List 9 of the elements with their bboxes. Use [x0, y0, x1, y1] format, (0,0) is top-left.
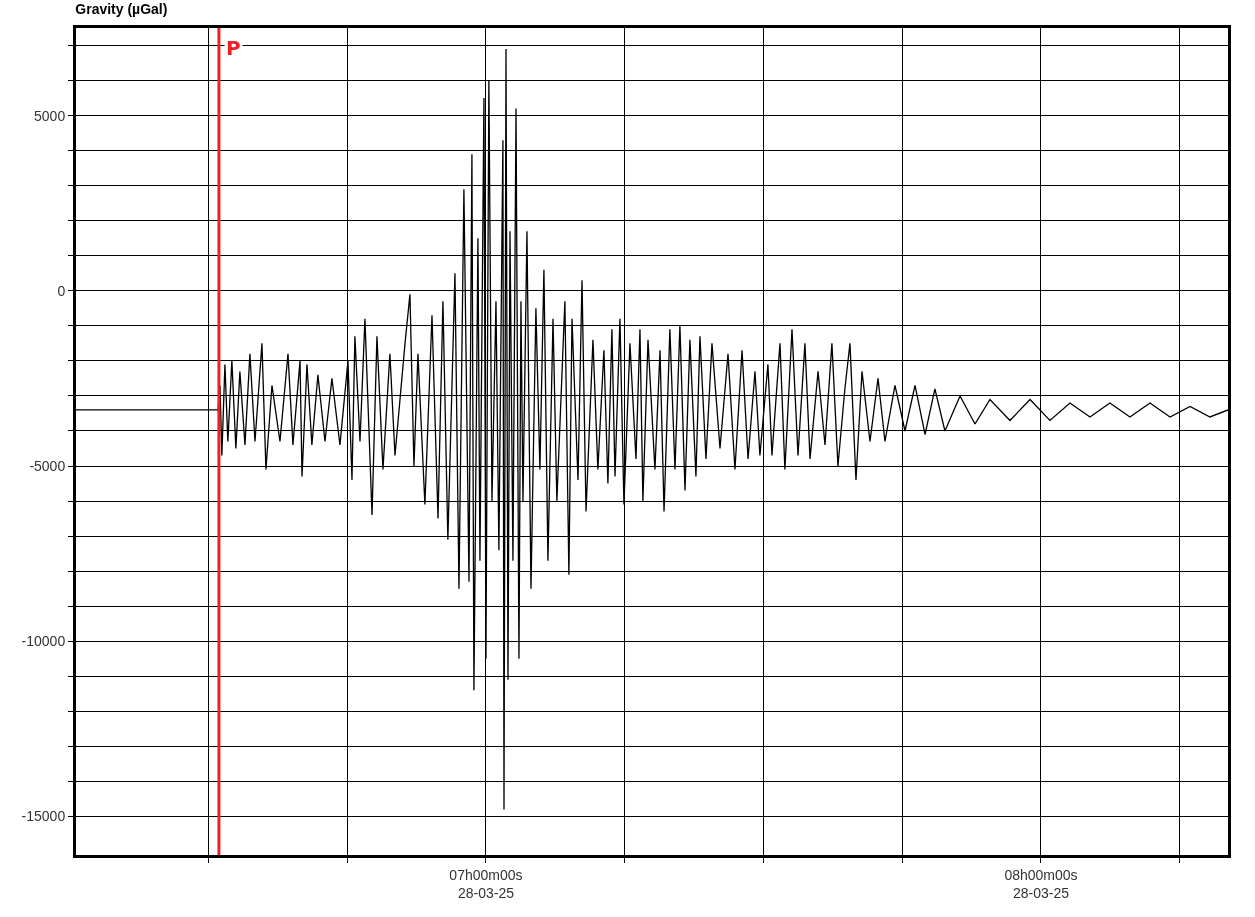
x-tick-label: 08h00m00s 28-03-25 — [1004, 866, 1078, 901]
ref-line-label: P — [226, 36, 241, 60]
y-tick-label: -5000 — [29, 457, 66, 474]
y-tick-label: -15000 — [21, 808, 66, 825]
chart-title: Gravity (µGal) — [75, 1, 168, 18]
y-tick-label: -10000 — [21, 633, 66, 650]
x-tick-label: 07h00m00s 28-03-25 — [449, 866, 523, 901]
y-tick-label: 0 — [57, 282, 66, 299]
y-tick-label: 5000 — [34, 107, 66, 124]
